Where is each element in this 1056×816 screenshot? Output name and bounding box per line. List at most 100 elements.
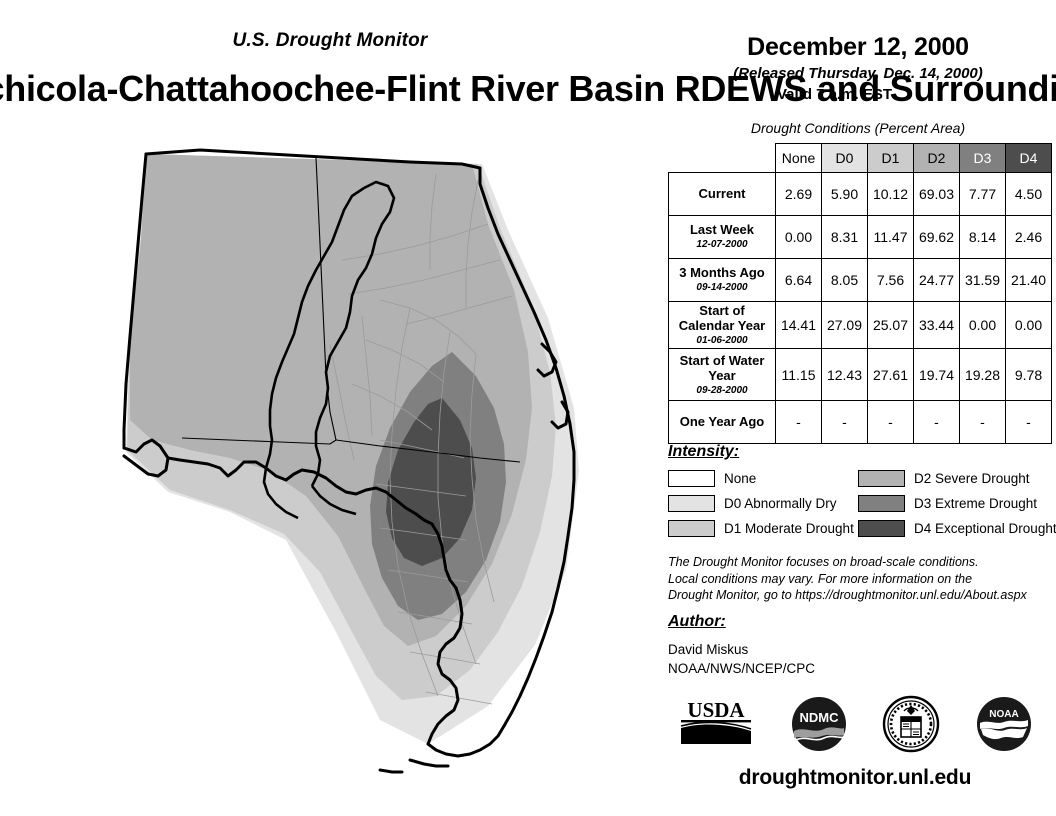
page-title: Apalachicola-Chattahoochee-Flint River B…	[0, 68, 1056, 109]
legend-item-none: None	[668, 470, 858, 487]
author-heading: Author:	[668, 613, 726, 630]
cell-lastweek-d4: 2.46	[1005, 215, 1052, 259]
legend-label-d2: D2 Severe Drought	[914, 471, 1030, 486]
cell-3months-none: 6.64	[775, 258, 822, 302]
map-drought-shading	[126, 154, 579, 744]
row-label-date: 09-14-2000	[696, 282, 748, 294]
table-header-row: None D0 D1 D2 D3 D4	[669, 143, 1052, 173]
cell-wateryear-d2: 19.74	[913, 348, 960, 402]
cell-calyear-d4: 0.00	[1005, 300, 1052, 350]
intensity-legend: None D2 Severe Drought D0 Abnormally Dry…	[668, 466, 1056, 541]
cell-3months-d4: 21.40	[1005, 258, 1052, 302]
cell-3months-d1: 7.56	[867, 258, 914, 302]
row-label-start-water-year: Start of Water Year 09-28-2000	[668, 348, 776, 402]
svg-text:NOAA: NOAA	[989, 709, 1018, 720]
row-label-text: Current	[698, 185, 746, 201]
cell-current-none: 2.69	[775, 172, 822, 216]
svg-text:USDA: USDA	[688, 698, 746, 722]
cell-wateryear-d1: 27.61	[867, 348, 914, 402]
cell-wateryear-d4: 9.78	[1005, 348, 1052, 402]
disclaimer-note: The Drought Monitor focuses on broad-sca…	[668, 554, 1053, 604]
cell-oneyear-d4: -	[1005, 400, 1052, 445]
legend-swatch-none	[668, 470, 715, 487]
cell-3months-d0: 8.05	[821, 258, 868, 302]
row-label-text: 3 Months Ago	[679, 265, 765, 281]
column-header-d3: D3	[959, 143, 1006, 173]
site-url: droughtmonitor.unl.edu	[738, 766, 972, 789]
disclaimer-line-2: Local conditions may vary. For more info…	[668, 571, 973, 586]
map-county-lines	[329, 173, 513, 705]
release-date: (Released Thursday, Dec. 14, 2000)	[733, 65, 983, 82]
drought-conditions-table: None D0 D1 D2 D3 D4 Current 2.69 5.90 10…	[668, 143, 1052, 445]
table-row: Last Week 12-07-2000 0.00 8.31 11.47 69.…	[668, 215, 1052, 259]
legend-label-d4: D4 Exceptional Drought	[914, 521, 1056, 536]
row-label-text: Last Week	[689, 222, 755, 238]
table-row: Start of Calendar Year 01-06-2000 14.41 …	[668, 300, 1052, 350]
legend-swatch-d0	[668, 495, 715, 512]
cell-current-d4: 4.50	[1005, 172, 1052, 216]
row-label-date: 09-28-2000	[696, 384, 748, 396]
cell-current-d2: 69.03	[913, 172, 960, 216]
map-date: December 12, 2000	[747, 33, 969, 61]
author-name: David Miskus	[668, 642, 749, 657]
cell-wateryear-none: 11.15	[775, 348, 822, 402]
region-d4	[386, 398, 476, 566]
row-label-text: One Year Ago	[679, 413, 765, 429]
column-header-d1: D1	[867, 143, 914, 173]
cell-3months-d3: 31.59	[959, 258, 1006, 302]
row-label-3-months-ago: 3 Months Ago 09-14-2000	[668, 258, 776, 302]
cell-calyear-d1: 25.07	[867, 300, 914, 350]
table-row: Start of Water Year 09-28-2000 11.15 12.…	[668, 348, 1052, 402]
author-block: David Miskus NOAA/NWS/NCEP/CPC	[668, 640, 815, 678]
legend-swatch-d1	[668, 520, 715, 537]
table-row: One Year Ago - - - - - -	[668, 400, 1052, 445]
cell-current-d0: 5.90	[821, 172, 868, 216]
map-state-lines	[181, 157, 521, 463]
disclaimer-line-3: Drought Monitor, go to https://droughtmo…	[668, 588, 1027, 602]
legend-item-d1: D1 Moderate Drought	[668, 520, 858, 537]
cell-lastweek-d0: 8.31	[821, 215, 868, 259]
row-label-date: 12-07-2000	[696, 239, 748, 251]
ndmc-logo: NDMC	[791, 697, 846, 751]
noaa-logo: NOAA	[976, 697, 1031, 751]
cell-oneyear-d3: -	[959, 400, 1006, 445]
legend-label-d3: D3 Extreme Drought	[914, 496, 1038, 511]
cell-current-d1: 10.12	[867, 172, 914, 216]
valid-time: Valid 7 a.m. EST	[777, 86, 893, 103]
cell-current-d3: 7.77	[959, 172, 1006, 216]
map-basin-outline	[262, 180, 396, 520]
cell-lastweek-d3: 8.14	[959, 215, 1006, 259]
row-label-one-year-ago: One Year Ago	[668, 400, 776, 445]
legend-title: Intensity:	[668, 443, 740, 460]
agency-logos: USDA NDMC NOAA	[660, 690, 1050, 758]
row-label-current: Current	[668, 172, 776, 216]
column-header-d4: D4	[1005, 143, 1052, 173]
row-label-start-calendar-year: Start of Calendar Year 01-06-2000	[668, 300, 776, 350]
legend-label-d0: D0 Abnormally Dry	[724, 496, 837, 511]
cell-wateryear-d3: 19.28	[959, 348, 1006, 402]
cell-lastweek-none: 0.00	[775, 215, 822, 259]
legend-item-d4: D4 Exceptional Drought	[858, 520, 1056, 537]
drought-map	[80, 140, 660, 780]
usda-logo: USDA	[681, 698, 752, 744]
row-label-date: 01-06-2000	[696, 334, 748, 346]
cell-lastweek-d1: 11.47	[867, 215, 914, 259]
table-row: 3 Months Ago 09-14-2000 6.64 8.05 7.56 2…	[668, 258, 1052, 302]
row-label-last-week: Last Week 12-07-2000	[668, 215, 776, 259]
row-label-text: Start of Water Year	[679, 352, 765, 383]
legend-swatch-d4	[858, 520, 905, 537]
disclaimer-line-1: The Drought Monitor focuses on broad-sca…	[668, 555, 979, 569]
table-corner-cell	[669, 144, 776, 173]
legend-item-d2: D2 Severe Drought	[858, 470, 1048, 487]
column-header-d2: D2	[913, 143, 960, 173]
legend-swatch-d2	[858, 470, 905, 487]
legend-label-none: None	[724, 471, 757, 486]
cell-oneyear-none: -	[775, 400, 822, 445]
column-header-d0: D0	[821, 143, 868, 173]
legend-item-d0: D0 Abnormally Dry	[668, 495, 858, 512]
cell-lastweek-d2: 69.62	[913, 215, 960, 259]
column-header-none: None	[775, 143, 822, 173]
cell-calyear-none: 14.41	[775, 300, 822, 350]
map-coastline	[122, 148, 576, 774]
author-affiliation: NOAA/NWS/NCEP/CPC	[668, 661, 816, 677]
